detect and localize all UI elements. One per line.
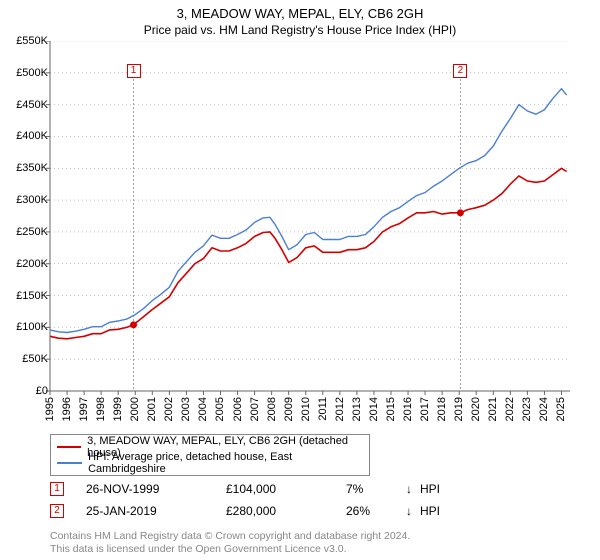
y-axis-label: £550K (4, 35, 48, 47)
x-axis-label: 2023 (521, 397, 533, 421)
sales-row-pct: 26% (346, 504, 406, 518)
sales-row-price: £104,000 (226, 482, 346, 496)
x-axis-label: 2021 (487, 397, 499, 421)
sales-row-hpi: HPI (420, 482, 460, 496)
y-axis-label: £450K (4, 99, 48, 111)
y-axis-label: £500K (4, 67, 48, 79)
x-axis-label: 2018 (436, 397, 448, 421)
y-axis-label: £300K (4, 194, 48, 206)
x-axis-label: 2000 (129, 397, 141, 421)
footer-line: Contains HM Land Registry data © Crown c… (50, 530, 560, 543)
sales-row-date: 26-NOV-1999 (86, 482, 226, 496)
footer-line: This data is licensed under the Open Gov… (50, 543, 560, 556)
chart-area: £0 £50K £100K £150K £200K £250K £300K £350K £400… (0, 41, 600, 421)
x-axis-label: 2001 (146, 397, 158, 421)
x-axis-label: 2012 (334, 397, 346, 421)
y-axis-label: £400K (4, 130, 48, 142)
sales-row-date: 25-JAN-2019 (86, 504, 226, 518)
sales-row: 1 26-NOV-1999£104,0007%↓HPI (50, 480, 550, 498)
legend-swatch (57, 462, 82, 464)
x-axis-label: 1996 (61, 397, 73, 421)
y-axis-label: £50K (4, 353, 48, 365)
sales-row-arrow: ↓ (406, 504, 420, 518)
legend-row: HPI: Average price, detached house, East… (57, 455, 363, 471)
x-axis-label: 2014 (368, 397, 380, 421)
x-axis-label: 2020 (470, 397, 482, 421)
sale-marker: 2 (453, 64, 467, 78)
x-axis-label: 2003 (180, 397, 192, 421)
x-axis-label: 2011 (317, 397, 329, 421)
x-axis-label: 2025 (555, 397, 567, 421)
x-axis-label: 2016 (402, 397, 414, 421)
y-axis-label: £350K (4, 162, 48, 174)
x-axis-label: 1999 (112, 397, 124, 421)
sales-row-price: £280,000 (226, 504, 346, 518)
page-subtitle: Price paid vs. HM Land Registry's House … (0, 21, 600, 41)
x-axis-label: 2010 (300, 397, 312, 421)
sales-row-hpi: HPI (420, 504, 460, 518)
x-axis-label: 2005 (214, 397, 226, 421)
sales-row-pct: 7% (346, 482, 406, 496)
x-axis-label: 1998 (95, 397, 107, 421)
legend-swatch (57, 446, 81, 448)
footer-attribution: Contains HM Land Registry data © Crown c… (50, 530, 560, 556)
x-axis-label: 2008 (266, 397, 278, 421)
y-axis-label: £250K (4, 226, 48, 238)
sales-row-arrow: ↓ (406, 482, 420, 496)
y-axis-label: £100K (4, 321, 48, 333)
x-axis-label: 1995 (44, 397, 56, 421)
sales-row-marker: 1 (50, 482, 64, 496)
series-price_paid (50, 168, 567, 338)
y-axis-label: £0 (4, 385, 48, 397)
legend-label: HPI: Average price, detached house, East… (88, 451, 363, 475)
x-axis-label: 2004 (197, 397, 209, 421)
chart-svg (0, 41, 600, 421)
legend: 3, MEADOW WAY, MEPAL, ELY, CB6 2GH (deta… (50, 434, 370, 476)
page-title: 3, MEADOW WAY, MEPAL, ELY, CB6 2GH (0, 0, 600, 21)
x-axis-label: 2009 (283, 397, 295, 421)
x-axis-label: 2015 (385, 397, 397, 421)
series-hpi (50, 89, 567, 333)
x-axis-label: 2006 (232, 397, 244, 421)
x-axis-label: 2024 (538, 397, 550, 421)
x-axis-label: 2022 (504, 397, 516, 421)
sales-row: 2 25-JAN-2019£280,00026%↓HPI (50, 502, 550, 520)
x-axis-label: 2017 (419, 397, 431, 421)
sales-row-marker: 2 (50, 504, 64, 518)
x-axis-label: 1997 (78, 397, 90, 421)
x-axis-label: 2013 (351, 397, 363, 421)
x-axis-label: 2002 (163, 397, 175, 421)
y-axis-label: £200K (4, 258, 48, 270)
y-axis-label: £150K (4, 290, 48, 302)
x-axis-label: 2019 (453, 397, 465, 421)
x-axis-label: 2007 (249, 397, 261, 421)
sale-marker: 1 (127, 64, 141, 78)
